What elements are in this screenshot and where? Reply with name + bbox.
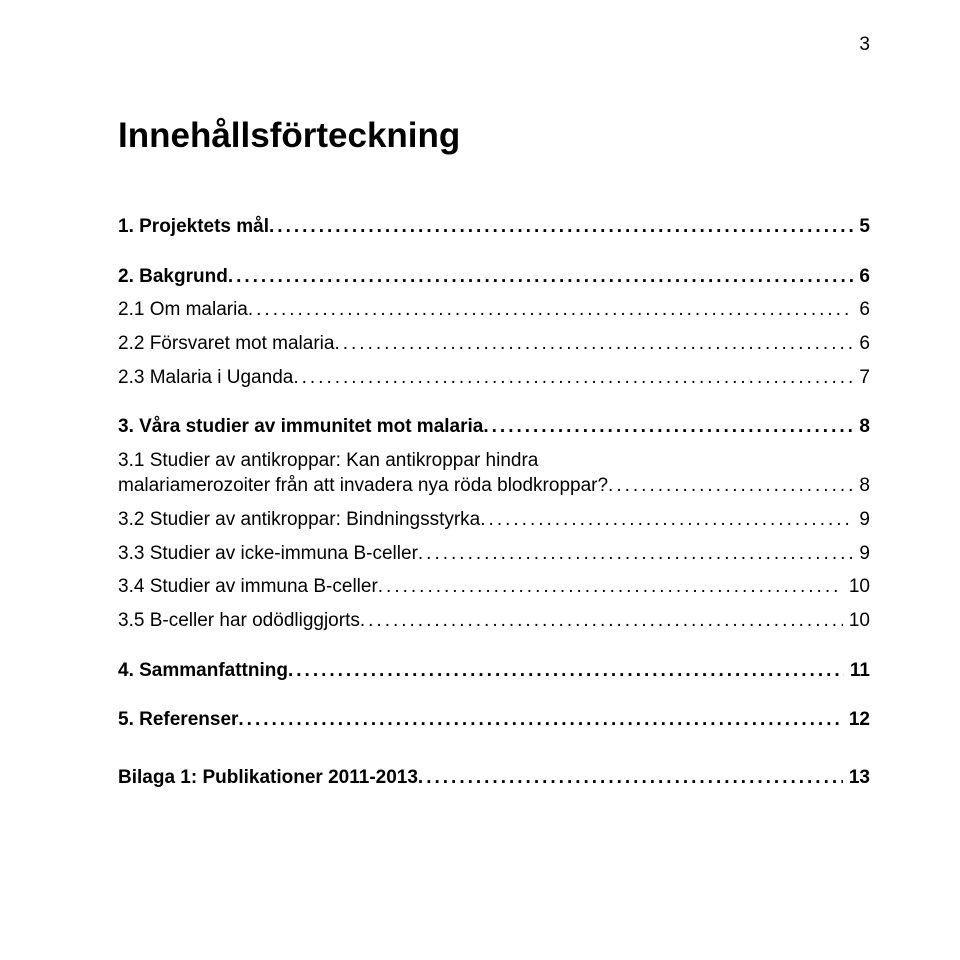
page-number: 3 (859, 34, 870, 56)
toc-entry: 5. Referenser 12 (118, 707, 870, 733)
toc-label: 2. Bakgrund (118, 264, 228, 290)
toc-leader (248, 297, 854, 323)
toc-leader (483, 414, 853, 440)
toc-entry: 3.2 Studier av antikroppar: Bindningssty… (118, 507, 870, 533)
toc-entry: 2.3 Malaria i Uganda 7 (118, 365, 870, 391)
toc-page: 12 (843, 707, 870, 733)
toc-label: 3.1 Studier av antikroppar: Kan antikrop… (118, 448, 870, 474)
toc-page: 5 (853, 214, 870, 240)
toc-page: 6 (853, 331, 870, 357)
toc-label: Bilaga 1: Publikationer 2011-2013 (118, 765, 418, 791)
toc-page: 13 (843, 765, 870, 791)
toc-entry: 2.1 Om malaria 6 (118, 297, 870, 323)
toc-leader (360, 608, 843, 634)
toc-page: 8 (853, 414, 870, 440)
toc-page: 6 (853, 297, 870, 323)
toc-entry: 2. Bakgrund 6 (118, 264, 870, 290)
toc-leader (378, 574, 843, 600)
toc-entry: 3.3 Studier av icke-immuna B-celler 9 (118, 541, 870, 567)
toc-page: 10 (843, 574, 870, 600)
toc-leader (418, 541, 854, 567)
toc-leader (608, 473, 853, 499)
toc-label: 2.3 Malaria i Uganda (118, 365, 293, 391)
toc-label: 3.3 Studier av icke-immuna B-celler (118, 541, 418, 567)
toc-label: 3.5 B-celler har odödliggjorts (118, 608, 360, 634)
toc-entry: Bilaga 1: Publikationer 2011-2013 13 (118, 765, 870, 791)
toc-entry: 3.5 B-celler har odödliggjorts 10 (118, 608, 870, 634)
toc-leader (418, 765, 843, 791)
document-page: 3 Innehållsförteckning 1. Projektets mål… (0, 0, 960, 960)
toc-page: 6 (853, 264, 870, 290)
toc-label: 3.4 Studier av immuna B-celler (118, 574, 378, 600)
toc-page: 7 (853, 365, 870, 391)
toc-page: 8 (853, 473, 870, 499)
toc-label: 2.1 Om malaria (118, 297, 248, 323)
toc-entry: 2.2 Försvaret mot malaria 6 (118, 331, 870, 357)
toc-leader (238, 707, 842, 733)
toc-entry: 3.4 Studier av immuna B-celler 10 (118, 574, 870, 600)
toc-leader (334, 331, 853, 357)
toc-leader (293, 365, 853, 391)
page-title: Innehållsförteckning (118, 116, 870, 156)
toc-leader (288, 658, 844, 684)
toc-page: 9 (853, 507, 870, 533)
toc-label: 2.2 Försvaret mot malaria (118, 331, 334, 357)
toc-page: 10 (843, 608, 870, 634)
toc-label: 3. Våra studier av immunitet mot malaria (118, 414, 483, 440)
toc-entry: 3.1 Studier av antikroppar: Kan antikrop… (118, 448, 870, 499)
toc-label: 3.2 Studier av antikroppar: Bindningssty… (118, 507, 480, 533)
toc-entry: 4. Sammanfattning 11 (118, 658, 870, 684)
toc-entry: 1. Projektets mål 5 (118, 214, 870, 240)
toc-label: malariamerozoiter från att invadera nya … (118, 473, 608, 499)
table-of-contents: 1. Projektets mål 5 2. Bakgrund 6 2.1 Om… (118, 214, 870, 791)
toc-label: 4. Sammanfattning (118, 658, 288, 684)
toc-leader (480, 507, 853, 533)
toc-leader (269, 214, 853, 240)
toc-label: 5. Referenser (118, 707, 238, 733)
toc-leader (228, 264, 854, 290)
toc-page: 9 (853, 541, 870, 567)
toc-entry: 3. Våra studier av immunitet mot malaria… (118, 414, 870, 440)
toc-page: 11 (844, 658, 870, 684)
toc-label: 1. Projektets mål (118, 214, 269, 240)
